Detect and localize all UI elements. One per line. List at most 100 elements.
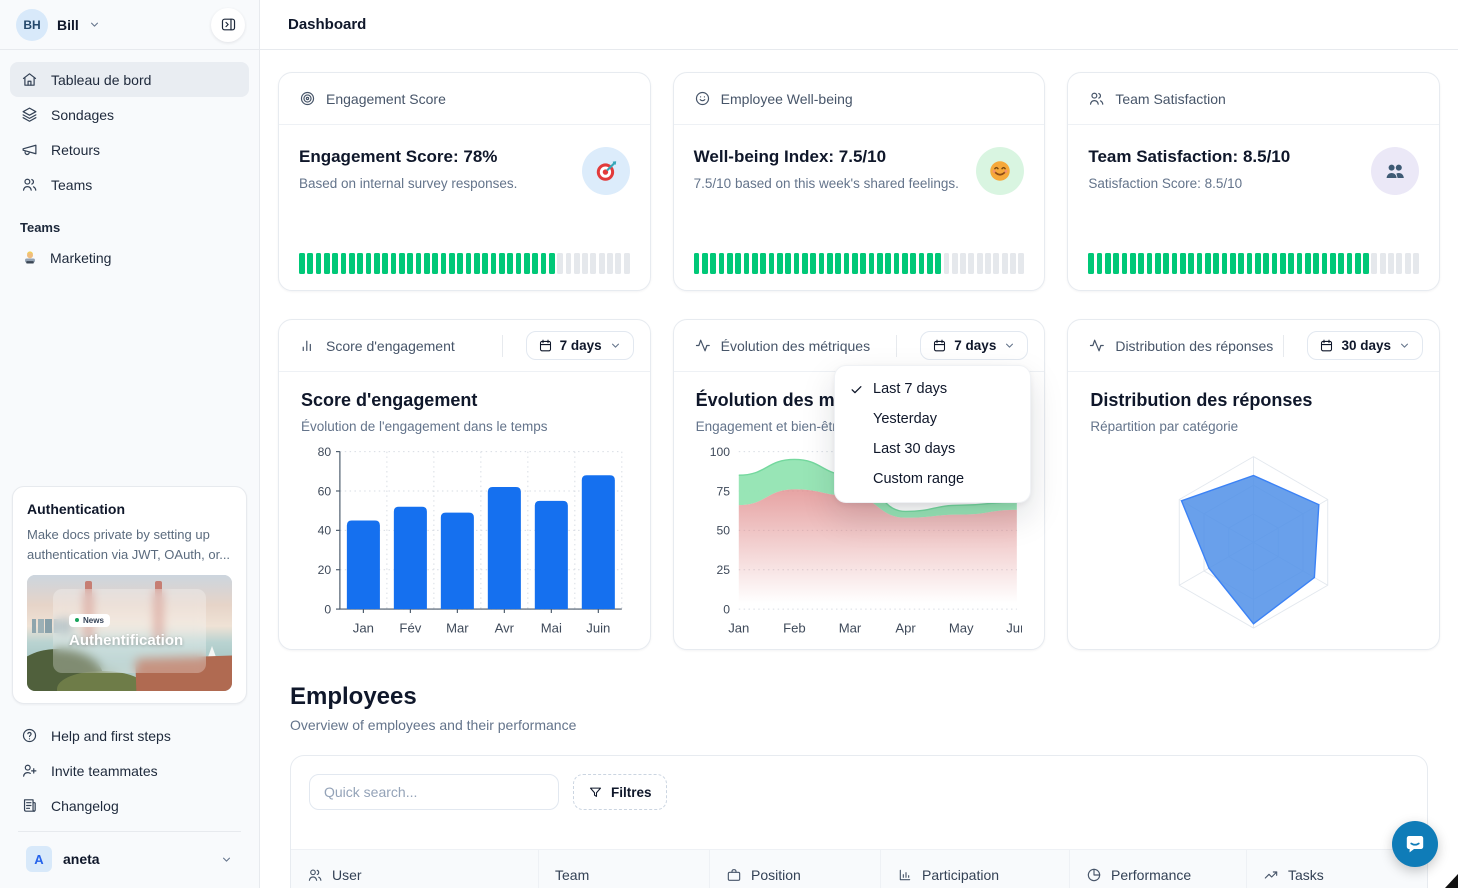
svg-text:Apr: Apr bbox=[895, 620, 916, 635]
bar-chart: 0 20 40 60 80 Jan Fév Mar Avr Mai Juin bbox=[301, 438, 628, 644]
home-icon bbox=[22, 73, 37, 86]
divider bbox=[501, 334, 503, 357]
column-header-participation[interactable]: Participation bbox=[881, 850, 1070, 888]
svg-text:40: 40 bbox=[318, 524, 332, 538]
kpi-body: Engagement Score: 78% Based on internal … bbox=[279, 125, 650, 290]
kpi-header-label: Engagement Score bbox=[326, 90, 446, 107]
sidebar-item-label: Tableau de bord bbox=[51, 71, 152, 88]
sidebar-item-retours[interactable]: Retours bbox=[10, 132, 249, 167]
svg-text:Mar: Mar bbox=[446, 620, 469, 635]
chart-card-header: Score d'engagement 7 days bbox=[279, 320, 650, 372]
search-input[interactable] bbox=[309, 774, 559, 810]
svg-text:100: 100 bbox=[709, 445, 730, 459]
smile-emoji bbox=[976, 147, 1025, 195]
workspace-switcher[interactable]: A aneta bbox=[10, 840, 249, 888]
filters-button[interactable]: Filtres bbox=[573, 774, 667, 810]
svg-text:Avr: Avr bbox=[495, 620, 515, 635]
employees-subtitle: Overview of employees and their performa… bbox=[290, 717, 577, 733]
sidebar: BH Bill Tableau de bord Sondages Retours… bbox=[0, 0, 260, 888]
menu-item-last-7-days[interactable]: Last 7 days bbox=[835, 374, 1030, 404]
activity-icon bbox=[1090, 339, 1105, 352]
svg-text:May: May bbox=[948, 620, 973, 635]
sidebar-user-row: BH Bill bbox=[0, 0, 259, 50]
menu-item-last-30-days[interactable]: Last 30 days bbox=[873, 441, 956, 457]
svg-text:20: 20 bbox=[318, 563, 332, 577]
chart-body: Score d'engagement Évolution de l'engage… bbox=[279, 372, 650, 649]
help-link[interactable]: Help and first steps bbox=[10, 718, 249, 753]
panel-collapse-icon bbox=[221, 18, 235, 31]
column-header-performance[interactable]: Performance bbox=[1070, 850, 1247, 888]
chart-subtitle: Engagement et bien-être bbox=[695, 419, 845, 434]
sidebar-item-marketing[interactable]: Marketing bbox=[10, 241, 249, 275]
divider bbox=[1283, 334, 1285, 357]
sidebar-item-sondages[interactable]: Sondages bbox=[10, 97, 249, 132]
kpi-body: Team Satisfaction: 8.5/10 Satisfaction S… bbox=[1068, 125, 1439, 290]
table-header-row: User Team Position Participation bbox=[291, 849, 1427, 888]
chart-card-response-distribution: Distribution des réponses 30 days Distri… bbox=[1067, 319, 1440, 650]
svg-text:Jan: Jan bbox=[728, 620, 749, 635]
sidebar-item-dashboard[interactable]: Tableau de bord bbox=[10, 62, 249, 97]
date-range-button[interactable]: 7 days bbox=[920, 331, 1029, 360]
svg-text:0: 0 bbox=[324, 602, 331, 616]
column-header-tasks[interactable]: Tasks bbox=[1247, 850, 1427, 888]
users-icon bbox=[22, 178, 37, 191]
chart-subtitle: Répartition par catégorie bbox=[1090, 419, 1239, 434]
chart-title: Score d'engagement bbox=[301, 390, 478, 410]
user-plus-icon bbox=[23, 764, 37, 777]
workspace-name: aneta bbox=[63, 851, 100, 867]
funnel-icon bbox=[589, 787, 602, 797]
kpi-card-header: Engagement Score bbox=[279, 73, 650, 125]
area-chart: 0 25 50 75 100 Jan Feb Mar Apr May Jun bbox=[696, 438, 1022, 644]
column-header-team[interactable]: Team bbox=[539, 850, 710, 888]
chart-title: Distribution des réponses bbox=[1090, 390, 1313, 410]
target-emoji bbox=[581, 147, 630, 195]
svg-text:50: 50 bbox=[716, 524, 730, 538]
kpi-row: Engagement Score Engagement Score: 78% B… bbox=[278, 72, 1440, 291]
svg-text:Jun: Jun bbox=[1006, 620, 1022, 635]
kpi-value: Engagement Score: 78% bbox=[299, 147, 498, 166]
svg-text:0: 0 bbox=[723, 602, 730, 616]
briefcase-icon bbox=[727, 869, 741, 881]
technologist-emoji bbox=[25, 251, 35, 264]
topbar: Dashboard bbox=[260, 0, 1458, 50]
auth-card-title: Authentication bbox=[27, 501, 125, 517]
kpi-header-label: Employee Well-being bbox=[720, 90, 853, 107]
bar-chart-icon bbox=[302, 340, 311, 352]
workspace-avatar: A bbox=[26, 846, 52, 872]
team-item-label: Marketing bbox=[50, 250, 112, 266]
svg-text:Feb: Feb bbox=[783, 620, 806, 635]
charts-row: Score d'engagement 7 days Score d'engage… bbox=[278, 319, 1440, 650]
svg-text:Mai: Mai bbox=[541, 620, 562, 635]
hill bbox=[57, 671, 147, 691]
kpi-value: Team Satisfaction: 8.5/10 bbox=[1088, 147, 1291, 166]
users-icon bbox=[308, 869, 322, 881]
footer-item-label: Help and first steps bbox=[51, 727, 171, 744]
column-header-user[interactable]: User bbox=[291, 850, 539, 888]
chat-widget-button[interactable] bbox=[1392, 821, 1438, 867]
menu-item-yesterday[interactable]: Yesterday bbox=[873, 411, 937, 427]
user-name[interactable]: Bill bbox=[57, 16, 79, 33]
invite-teammates-link[interactable]: Invite teammates bbox=[10, 753, 249, 788]
authentication-promo-card[interactable]: Authentication Make docs private by sett… bbox=[12, 486, 247, 704]
auth-card-image[interactable]: News Authentification bbox=[27, 575, 232, 691]
main-area: Dashboard Engagement Score Engagement Sc… bbox=[260, 0, 1458, 888]
progress-bar bbox=[299, 253, 630, 274]
menu-item-custom-range[interactable]: Custom range bbox=[873, 471, 965, 487]
megaphone-icon bbox=[22, 144, 37, 155]
page-title: Dashboard bbox=[288, 16, 367, 33]
chart-body: Distribution des réponses Répartition pa… bbox=[1068, 372, 1439, 649]
chevron-down-icon bbox=[1400, 343, 1409, 348]
svg-text:Mar: Mar bbox=[838, 620, 861, 635]
svg-text:75: 75 bbox=[716, 484, 730, 498]
collapse-sidebar-button[interactable] bbox=[211, 7, 245, 42]
column-header-position[interactable]: Position bbox=[710, 850, 881, 888]
kpi-card-satisfaction: Team Satisfaction Team Satisfaction: 8.5… bbox=[1067, 72, 1440, 291]
date-range-button[interactable]: 7 days bbox=[525, 331, 634, 360]
target-rings-icon bbox=[300, 91, 315, 106]
changelog-link[interactable]: Changelog bbox=[10, 788, 249, 823]
chevron-down-icon[interactable] bbox=[88, 18, 101, 31]
sidebar-item-teams[interactable]: Teams bbox=[10, 167, 249, 202]
date-range-button[interactable]: 30 days bbox=[1307, 331, 1423, 360]
avatar[interactable]: BH bbox=[16, 8, 48, 41]
chevron-down-icon bbox=[1006, 343, 1014, 348]
